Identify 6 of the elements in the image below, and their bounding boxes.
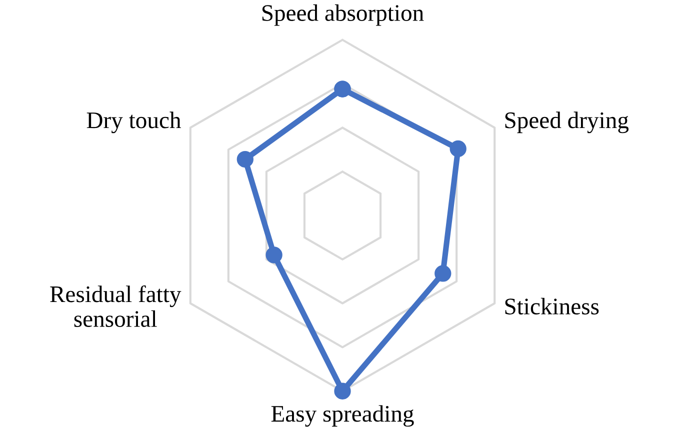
spoke-label: Easy spreading xyxy=(271,405,414,427)
spoke-label: Residual fatty sensorial xyxy=(50,285,182,327)
spoke-label: Speed absorption xyxy=(262,4,424,26)
spoke-label: Dry touch xyxy=(86,112,181,134)
spoke-label: Stickiness xyxy=(505,298,599,314)
spoke-label: Speed drying xyxy=(505,112,629,134)
